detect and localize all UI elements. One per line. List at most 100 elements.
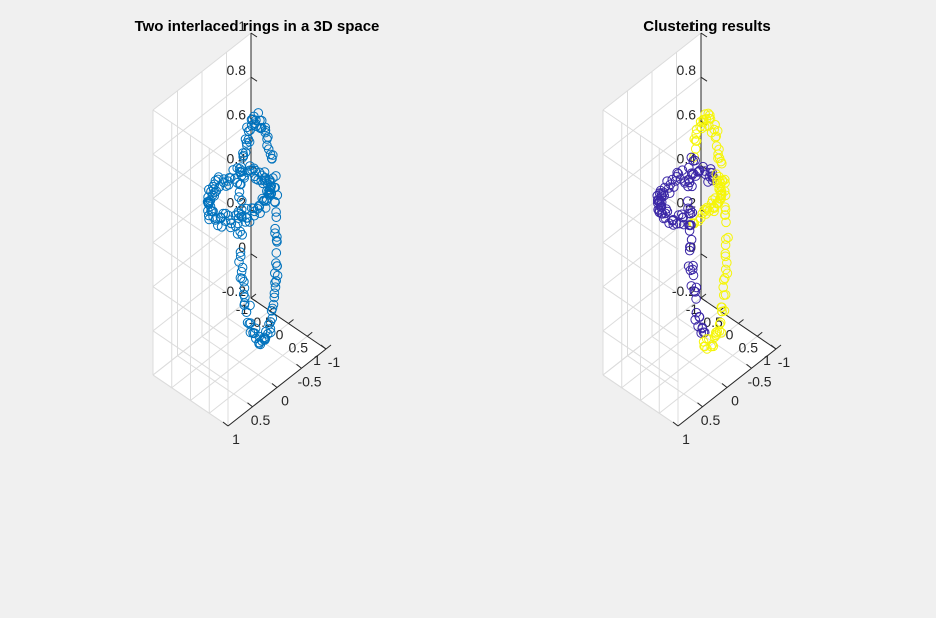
z-tick-label: 0.2 — [227, 195, 247, 211]
data-point — [271, 207, 281, 217]
z-tick-label: 0.8 — [227, 62, 247, 78]
data-point — [689, 134, 700, 144]
gridline-z — [152, 197, 229, 250]
data-point — [683, 181, 693, 192]
y-tick-mark — [672, 421, 679, 427]
gridline-z — [602, 120, 702, 199]
data-point — [694, 312, 705, 323]
x-tick-label: -0.5 — [699, 314, 723, 330]
gridline-z — [602, 32, 702, 111]
data-point — [242, 140, 252, 151]
data-point — [683, 174, 694, 185]
data-point — [226, 218, 237, 229]
data-point — [720, 248, 731, 259]
gridline-z — [602, 286, 679, 339]
data-point — [260, 203, 271, 213]
gridline-z — [152, 253, 252, 332]
z-tick-mark — [250, 297, 258, 303]
z-tick-label: 0.8 — [677, 62, 697, 78]
data-point — [708, 341, 719, 352]
axes-rings-3d[interactable]: Two interlaced rings in a 3D space -1 -0.… — [135, 18, 380, 447]
data-point — [271, 235, 282, 246]
data-point — [686, 234, 697, 245]
z-tick-mark — [700, 76, 708, 82]
y-tick-mark — [721, 383, 728, 388]
data-point — [203, 192, 213, 202]
axes-clustering-results[interactable]: Clustering results -1-0.500.51 -1-0.500.5… — [602, 18, 791, 447]
data-point — [215, 212, 226, 222]
data-point — [266, 153, 277, 164]
z-tick-label: 0.6 — [227, 106, 247, 122]
y-tick-mark — [296, 363, 302, 369]
data-point — [259, 335, 270, 345]
data-point — [690, 287, 701, 297]
data-point — [236, 204, 247, 215]
y-tick-label: -0.5 — [747, 373, 771, 389]
y-tick-mark — [770, 344, 777, 350]
data-point — [232, 229, 243, 239]
data-point — [270, 277, 280, 288]
data-point — [654, 207, 665, 218]
data-point — [246, 120, 257, 131]
y-tick-label: 0 — [731, 393, 739, 409]
data-point — [685, 220, 695, 230]
data-point — [688, 156, 699, 166]
data-point — [685, 205, 696, 215]
x-tick-mark — [306, 331, 313, 337]
y-tick-label: -1 — [778, 354, 791, 370]
gridline-y — [676, 316, 752, 369]
data-point — [709, 124, 720, 135]
data-point — [271, 212, 282, 222]
data-point — [691, 129, 702, 139]
data-point — [720, 190, 731, 201]
x-tick-mark — [738, 319, 744, 324]
data-point — [209, 191, 220, 201]
x-tick-mark — [756, 331, 763, 337]
data-point — [659, 182, 670, 193]
data-point — [265, 149, 276, 160]
y-tick-label: 1 — [682, 431, 690, 447]
data-point — [210, 215, 220, 225]
data-point — [241, 307, 252, 318]
y-tick-label: -0.5 — [297, 373, 321, 389]
data-point — [237, 166, 248, 176]
gridline-z — [152, 374, 229, 427]
data-point — [245, 318, 256, 328]
data-point — [239, 283, 250, 293]
data-point — [238, 150, 249, 161]
data-point — [239, 276, 249, 287]
data-point — [213, 172, 224, 182]
data-point — [697, 208, 708, 219]
x-tick-label: 1 — [763, 352, 771, 368]
gridline-z — [152, 297, 252, 376]
gridline-z — [152, 109, 229, 162]
axes-title: Clustering results — [643, 18, 771, 35]
data-point — [269, 288, 280, 299]
data-point — [272, 270, 283, 281]
data-point — [696, 213, 706, 223]
data-point — [691, 124, 702, 135]
data-point — [719, 290, 729, 301]
data-point — [710, 193, 721, 203]
gridline-y — [177, 355, 253, 408]
data-point — [270, 182, 281, 193]
data-point — [715, 317, 726, 328]
y-tick-label: 0.5 — [701, 412, 721, 428]
data-point — [255, 208, 265, 218]
x-tick-mark — [775, 344, 782, 350]
z-tick-mark — [700, 32, 708, 38]
data-point — [241, 203, 252, 214]
data-point — [237, 262, 248, 273]
z-tick-label: -0.2 — [672, 283, 696, 299]
data-point — [271, 248, 282, 258]
data-point — [705, 164, 716, 174]
data-point — [722, 258, 732, 268]
data-point — [688, 260, 698, 271]
x-tick-label: 0.5 — [739, 339, 759, 355]
data-point — [721, 234, 731, 244]
data-point — [720, 202, 730, 212]
gridline-z — [152, 286, 229, 339]
data-point — [700, 166, 710, 176]
data-point — [234, 257, 244, 267]
